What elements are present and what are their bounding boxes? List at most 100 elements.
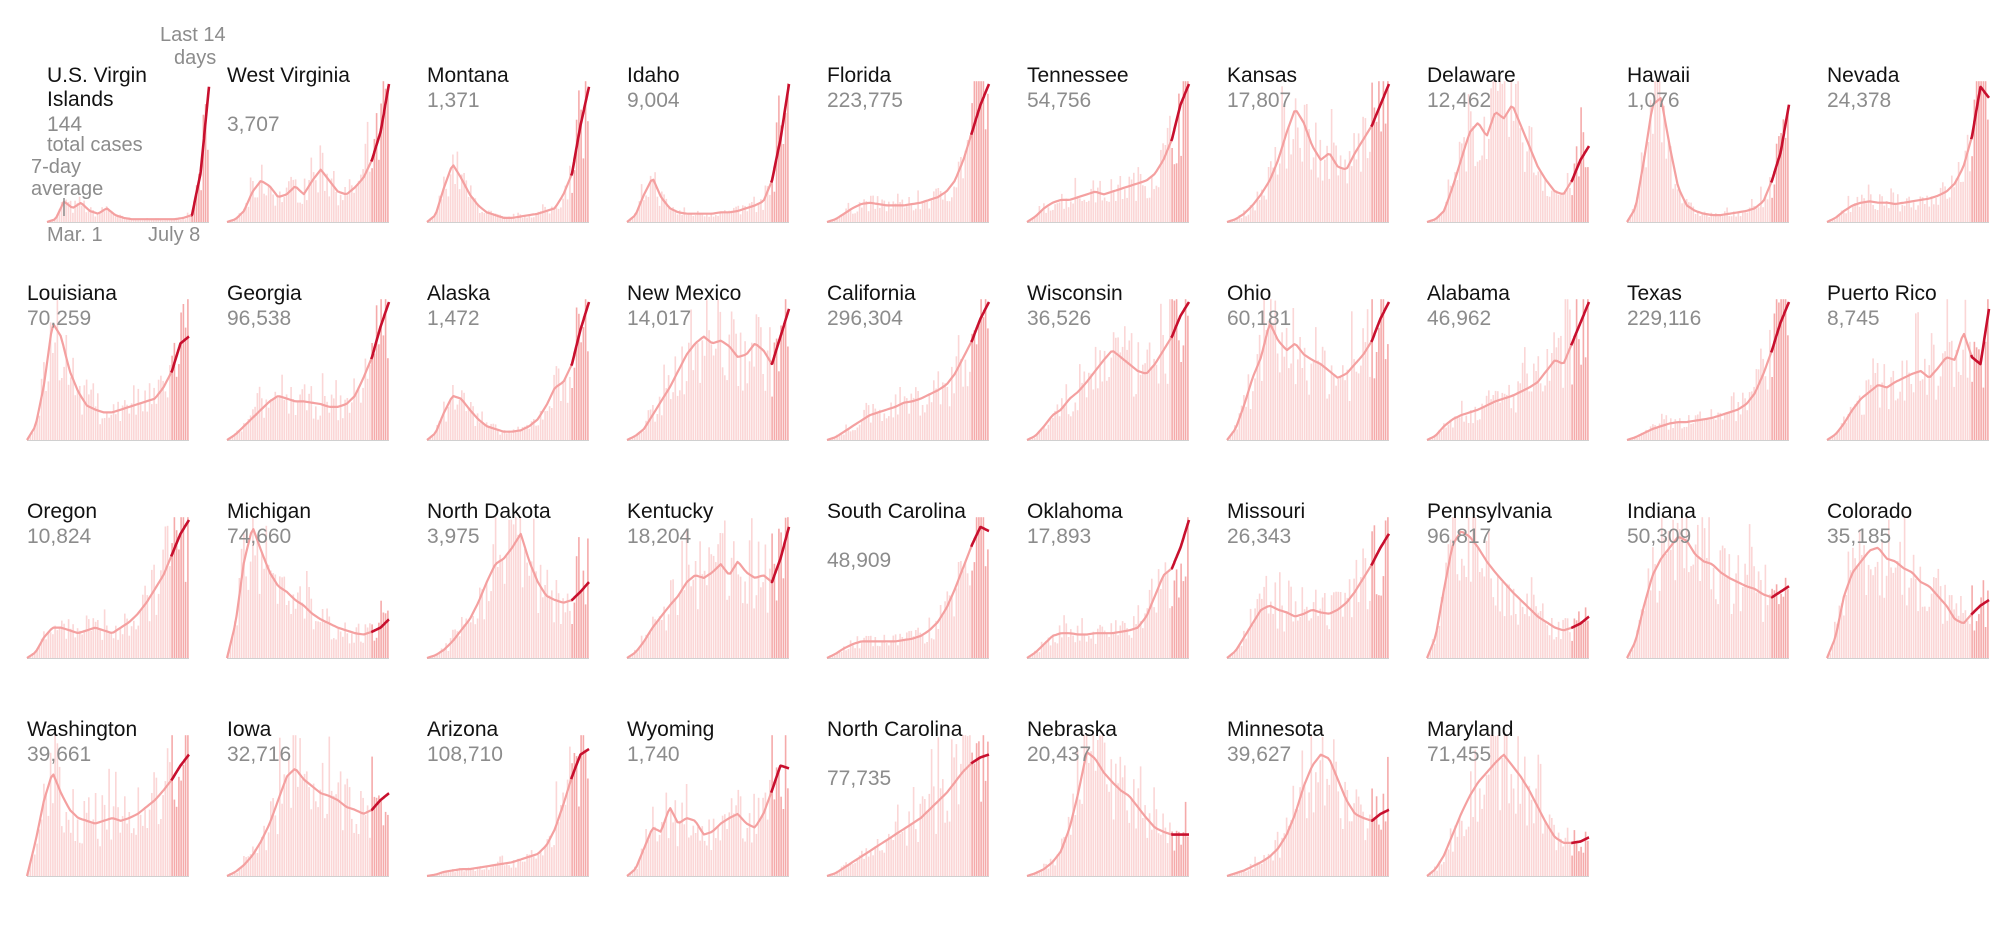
daily-case-bar bbox=[347, 633, 349, 658]
daily-case-bar bbox=[720, 213, 722, 222]
daily-case-bar bbox=[1099, 735, 1101, 876]
daily-case-bar bbox=[1308, 792, 1310, 876]
daily-case-bar bbox=[931, 638, 933, 658]
daily-case-bar bbox=[369, 623, 371, 658]
daily-case-bar bbox=[785, 735, 787, 876]
daily-case-bar bbox=[648, 197, 650, 222]
daily-case-bar bbox=[387, 86, 389, 222]
daily-case-bar bbox=[1162, 576, 1164, 658]
state-total-cases: 14,017 bbox=[627, 307, 691, 331]
daily-case-bar bbox=[477, 619, 479, 659]
daily-case-bar bbox=[1747, 213, 1749, 222]
daily-case-bar bbox=[160, 570, 162, 658]
daily-case-bar bbox=[1322, 181, 1324, 222]
daily-case-bar bbox=[102, 640, 104, 658]
daily-case-bar bbox=[879, 208, 881, 222]
daily-case-bar bbox=[1497, 91, 1499, 222]
daily-case-bar bbox=[1908, 588, 1910, 658]
daily-case-bar bbox=[917, 628, 919, 658]
daily-case-bar bbox=[144, 391, 146, 441]
daily-case-bar bbox=[675, 356, 677, 440]
daily-case-bar bbox=[1333, 592, 1335, 658]
daily-case-bar bbox=[890, 209, 892, 222]
daily-case-bar bbox=[1967, 378, 1969, 440]
daily-case-bar bbox=[544, 207, 546, 222]
daily-case-bar bbox=[504, 584, 506, 658]
daily-case-bar bbox=[281, 375, 283, 440]
daily-case-bar bbox=[1785, 299, 1787, 440]
daily-case-bar bbox=[320, 416, 322, 440]
daily-case-bar bbox=[983, 517, 985, 658]
daily-case-bar bbox=[920, 416, 922, 440]
daily-case-bar bbox=[1090, 374, 1092, 440]
daily-case-bar bbox=[259, 181, 261, 223]
daily-case-bar bbox=[749, 813, 751, 876]
daily-case-bar bbox=[241, 549, 243, 658]
daily-case-bar bbox=[1463, 566, 1465, 658]
daily-case-bar bbox=[911, 203, 913, 222]
state-name: Puerto Rico bbox=[1827, 282, 1997, 306]
daily-case-bar bbox=[1135, 201, 1137, 222]
daily-case-bar bbox=[985, 566, 987, 658]
daily-case-bar bbox=[1670, 550, 1672, 658]
daily-case-bar bbox=[1302, 751, 1304, 877]
daily-case-bar bbox=[317, 807, 319, 876]
daily-case-bar bbox=[1461, 401, 1463, 440]
daily-case-bar bbox=[365, 815, 367, 876]
daily-case-bar bbox=[1870, 194, 1872, 222]
daily-case-bar bbox=[511, 520, 513, 658]
daily-case-bar bbox=[1108, 377, 1110, 440]
daily-case-bar bbox=[897, 645, 899, 658]
daily-case-bar bbox=[704, 841, 706, 876]
state-total-cases: 36,526 bbox=[1027, 307, 1091, 331]
daily-case-bar bbox=[1248, 870, 1250, 876]
daily-case-bar bbox=[899, 634, 901, 658]
daily-case-bar bbox=[1054, 411, 1056, 440]
daily-case-bar bbox=[857, 212, 859, 223]
daily-case-bar bbox=[162, 550, 164, 658]
daily-case-bar bbox=[1785, 138, 1787, 222]
daily-case-bar bbox=[522, 587, 524, 658]
daily-case-bar bbox=[380, 601, 382, 658]
daily-case-bar bbox=[63, 367, 65, 440]
daily-case-bar bbox=[1317, 361, 1319, 441]
daily-case-bar bbox=[1144, 363, 1146, 440]
daily-case-bar bbox=[1886, 576, 1888, 658]
daily-case-bar bbox=[106, 412, 108, 440]
daily-case-bar bbox=[767, 613, 769, 658]
daily-case-bar bbox=[1331, 595, 1333, 658]
daily-case-bar bbox=[1385, 821, 1387, 876]
daily-case-bar bbox=[956, 187, 958, 222]
daily-case-bar bbox=[729, 335, 731, 440]
daily-case-bar bbox=[556, 580, 558, 658]
daily-case-bar bbox=[151, 793, 153, 876]
daily-case-bar bbox=[1897, 194, 1899, 222]
daily-case-bar bbox=[765, 186, 767, 223]
daily-case-bar bbox=[1275, 147, 1277, 222]
daily-case-bar bbox=[648, 410, 650, 440]
daily-case-bar bbox=[162, 795, 164, 876]
daily-case-bar bbox=[1104, 631, 1106, 659]
daily-case-bar bbox=[1648, 568, 1650, 658]
daily-case-bar bbox=[976, 743, 978, 876]
daily-case-bar bbox=[70, 629, 72, 658]
daily-case-bar bbox=[1931, 594, 1933, 658]
daily-case-bar bbox=[1122, 621, 1124, 658]
daily-case-bar bbox=[295, 415, 297, 440]
daily-case-bar bbox=[156, 778, 158, 876]
daily-case-bar bbox=[497, 567, 499, 658]
daily-case-bar bbox=[715, 215, 717, 222]
daily-case-bar bbox=[1895, 204, 1897, 222]
daily-case-bar bbox=[1744, 212, 1746, 222]
daily-case-bar bbox=[1740, 414, 1742, 440]
daily-case-bar bbox=[1147, 838, 1149, 876]
daily-case-bar bbox=[86, 380, 88, 440]
daily-case-bar bbox=[1562, 847, 1564, 877]
daily-case-bar bbox=[787, 788, 789, 876]
daily-case-bar bbox=[569, 611, 571, 658]
daily-case-bar bbox=[1834, 436, 1836, 440]
daily-case-bar bbox=[135, 835, 137, 876]
daily-case-bar bbox=[461, 617, 463, 658]
daily-case-bar bbox=[751, 843, 753, 877]
